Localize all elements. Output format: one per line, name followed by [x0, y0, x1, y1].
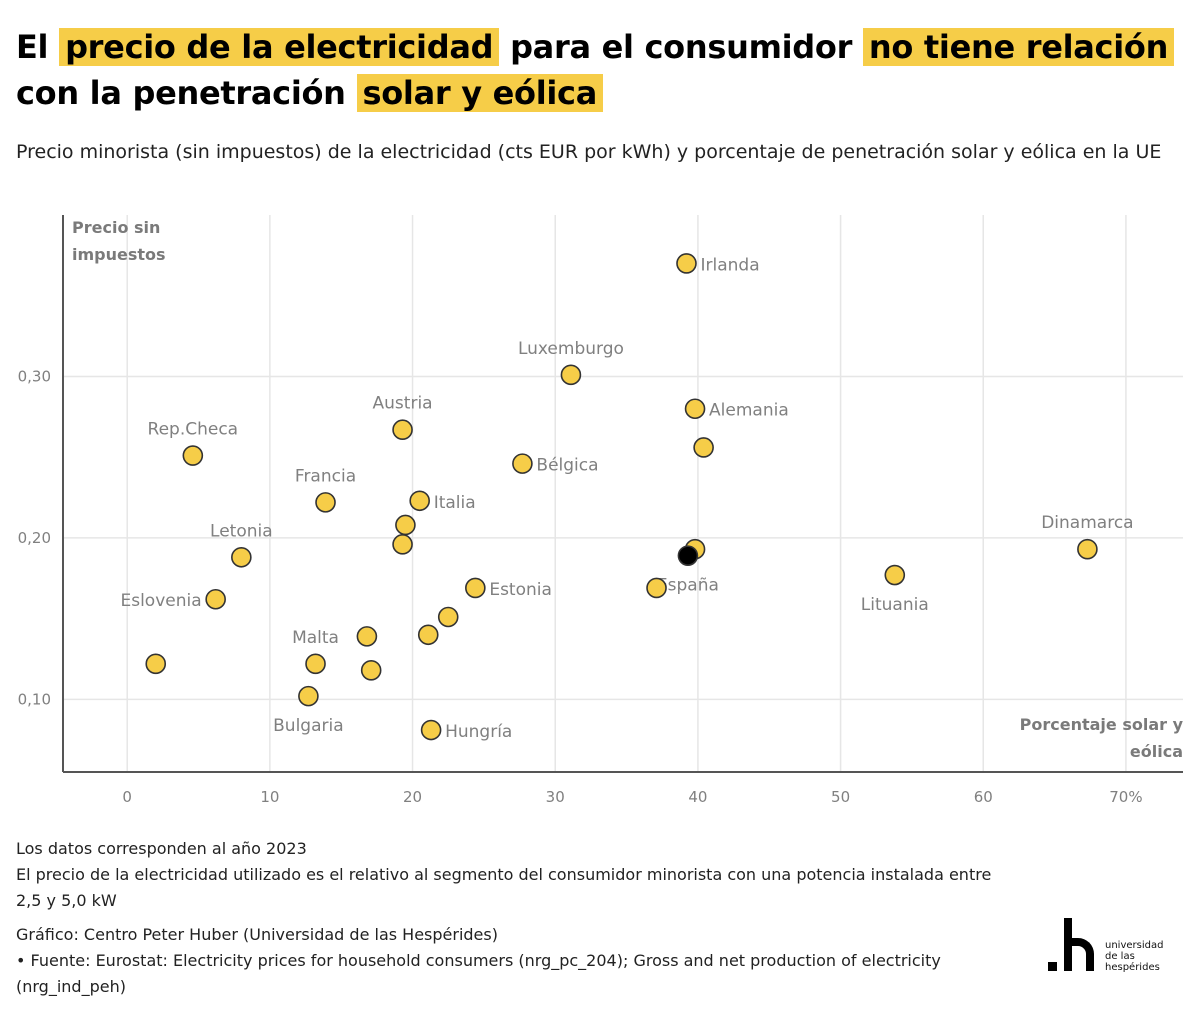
logo-h-arch — [1064, 938, 1094, 971]
data-point — [884, 564, 906, 586]
footer-credit: Gráfico: Centro Peter Huber (Universidad… — [16, 925, 498, 944]
x-tick-label: 20 — [403, 788, 422, 806]
data-point — [395, 514, 416, 536]
logo-line: universidad — [1105, 940, 1164, 951]
point-label: Estonia — [489, 580, 552, 600]
scatter-chart: 0 10 20 30 40 50 60 70% 0,10 0,20 0,30 Precio sin im… — [18, 215, 1184, 806]
point-labels: Irlanda Luxemburgo Alemania Bélgica Austria R… — [120, 255, 1133, 742]
data-point — [298, 685, 319, 707]
title-part: con la penetración — [16, 74, 357, 112]
y-tick-label: 0,10 — [18, 690, 51, 708]
x-tick-label: 50 — [831, 788, 850, 806]
footer-note: El precio de la electricidad utilizado e… — [16, 865, 992, 910]
grid — [63, 215, 1183, 772]
x-tick-label: 30 — [546, 788, 565, 806]
y-tick-label: 0,30 — [18, 367, 51, 385]
footer: Los datos corresponden al año 2023 El pr… — [16, 836, 996, 1000]
data-point — [646, 577, 667, 599]
point-label: Hungría — [445, 722, 512, 742]
point-label: Bulgaria — [273, 716, 344, 736]
university-logo: universidad de las hespérides — [1048, 918, 1188, 978]
title-highlight: no tiene relación — [862, 28, 1175, 66]
highlight-point — [677, 545, 699, 566]
data-point — [560, 364, 582, 386]
point-label: Eslovenia — [120, 591, 201, 611]
logo-line: de las — [1105, 951, 1135, 962]
logo-dot — [1048, 962, 1057, 971]
data-point — [360, 659, 382, 681]
data-point — [465, 577, 486, 599]
point-label: Irlanda — [700, 255, 759, 275]
y-axis-title: impuestos — [72, 245, 166, 264]
y-tick-label: 0,20 — [18, 529, 51, 547]
footer-note: Los datos corresponden al año 2023 — [16, 839, 307, 858]
x-tick-label: 10 — [260, 788, 279, 806]
x-tick-label: 0 — [122, 788, 132, 806]
point-label: Italia — [434, 493, 476, 513]
data-point — [1077, 538, 1098, 560]
title-highlight: precio de la electricidad — [59, 28, 500, 66]
axes: 0 10 20 30 40 50 60 70% 0,10 0,20 0,30 Precio sin im… — [18, 215, 1184, 806]
data-point — [205, 588, 226, 610]
data-point — [409, 490, 430, 512]
title-part: para el consumidor — [499, 28, 863, 66]
points — [145, 253, 1098, 741]
point-label: Lituania — [861, 595, 929, 615]
data-point — [231, 546, 252, 568]
data-point — [512, 453, 533, 474]
x-axis-title: eólica — [1130, 742, 1183, 761]
point-label: Francia — [295, 466, 356, 486]
point-label: Bélgica — [536, 456, 598, 476]
y-axis-title: Precio sin — [72, 218, 160, 237]
data-point — [315, 492, 336, 513]
data-point — [437, 606, 459, 628]
point-label: España — [657, 576, 719, 596]
data-point — [145, 653, 167, 675]
point-label: Dinamarca — [1041, 513, 1133, 533]
chart-subtitle: Precio minorista (sin impuestos) de la e… — [16, 141, 1162, 163]
data-point — [684, 398, 706, 420]
logo-text: universidad de las hespérides — [1105, 940, 1163, 973]
point-label: Luxemburgo — [518, 339, 624, 359]
chart-title: El precio de la electricidad para el con… — [16, 24, 1196, 116]
data-point — [356, 626, 378, 647]
data-point — [392, 534, 413, 555]
x-tick-label: 70% — [1109, 788, 1142, 806]
point-label: Rep.Checa — [148, 420, 239, 440]
x-axis-title: Porcentaje solar y — [1020, 715, 1184, 734]
data-point — [182, 445, 204, 466]
logo-line: hespérides — [1105, 962, 1160, 973]
footer-source: • Fuente: Eurostat: Electricity prices f… — [16, 951, 941, 996]
data-point — [676, 253, 697, 274]
title-highlight: solar y eólica — [356, 74, 604, 112]
data-point — [420, 719, 442, 741]
x-tick-label: 40 — [688, 788, 707, 806]
x-tick-label: 60 — [974, 788, 993, 806]
point-label: Malta — [292, 628, 339, 648]
point-label: Austria — [373, 394, 433, 414]
point-label: Alemania — [709, 401, 789, 421]
data-point — [392, 419, 413, 441]
data-point — [417, 624, 439, 646]
data-point — [693, 437, 714, 458]
data-point — [305, 653, 326, 675]
title-part: El — [16, 28, 60, 66]
point-label: Letonia — [210, 521, 273, 541]
